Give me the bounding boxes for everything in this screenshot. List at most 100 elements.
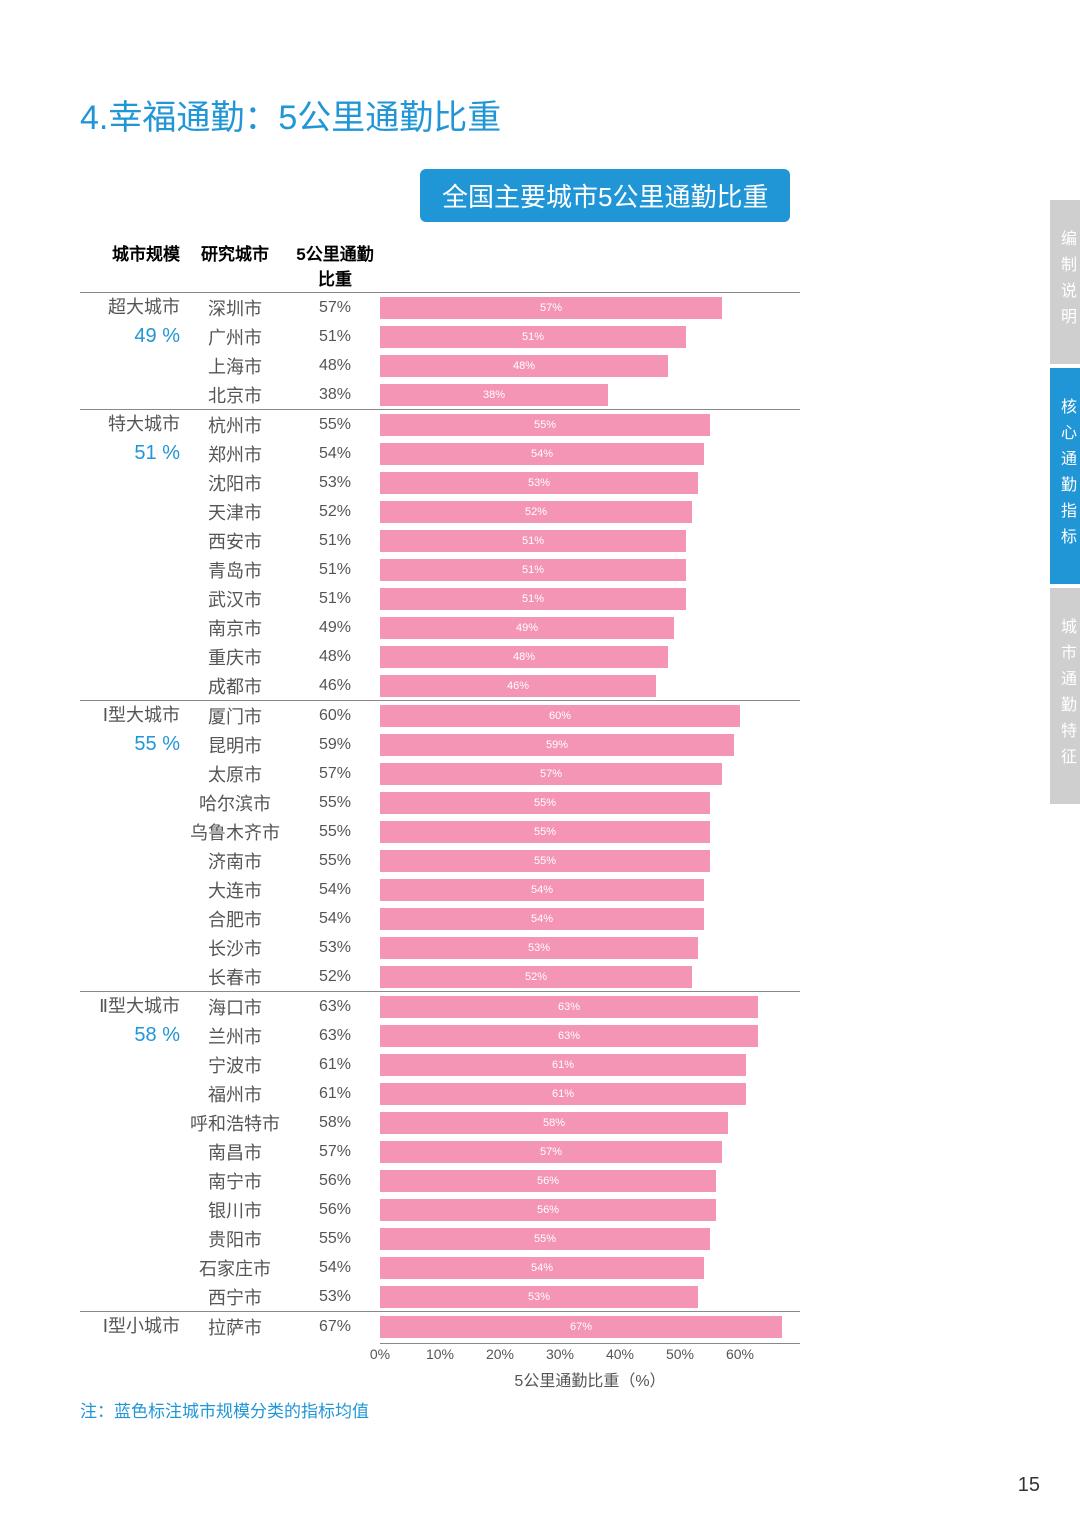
bar: 52% — [380, 501, 692, 523]
bar: 52% — [380, 966, 692, 988]
table-row: 西宁市53%53% — [180, 1282, 800, 1311]
city-name: 厦门市 — [180, 703, 290, 729]
city-name: 大连市 — [180, 877, 290, 903]
city-value: 52% — [290, 968, 380, 986]
bar: 51% — [380, 559, 686, 581]
city-group: 超大城市49 %深圳市57%57%广州市51%51%上海市48%48%北京市38… — [80, 293, 800, 409]
city-name: 沈阳市 — [180, 470, 290, 496]
table-row: 南昌市57%57% — [180, 1137, 800, 1166]
x-tick-label: 20% — [486, 1346, 514, 1362]
table-row: 沈阳市53%53% — [180, 468, 800, 497]
footnote: 注：蓝色标注城市规模分类的指标均值 — [80, 1397, 800, 1422]
group-name: 特大城市 — [80, 412, 180, 437]
table-row: 哈尔滨市55%55% — [180, 788, 800, 817]
bar: 54% — [380, 443, 704, 465]
city-value: 54% — [290, 881, 380, 899]
city-value: 48% — [290, 357, 380, 375]
city-name: 银川市 — [180, 1197, 290, 1223]
bar: 61% — [380, 1083, 746, 1105]
group-name: Ⅰ型小城市 — [80, 1314, 180, 1339]
group-name: 超大城市 — [80, 295, 180, 320]
x-tick-label: 50% — [666, 1346, 694, 1362]
table-row: 成都市46%46% — [180, 671, 800, 700]
side-tab[interactable]: 编制说明 — [1050, 200, 1080, 364]
bar: 60% — [380, 705, 740, 727]
city-name: 太原市 — [180, 761, 290, 787]
city-name: 拉萨市 — [180, 1314, 290, 1340]
city-value: 46% — [290, 677, 380, 695]
city-value: 38% — [290, 386, 380, 404]
city-name: 南京市 — [180, 615, 290, 641]
city-name: 南昌市 — [180, 1139, 290, 1165]
city-name: 长沙市 — [180, 935, 290, 961]
city-value: 53% — [290, 939, 380, 957]
side-tab[interactable]: 核心通勤指标 — [1050, 368, 1080, 584]
bar: 67% — [380, 1316, 782, 1338]
city-value: 51% — [290, 590, 380, 608]
city-name: 哈尔滨市 — [180, 790, 290, 816]
table-row: 重庆市48%48% — [180, 642, 800, 671]
city-name: 海口市 — [180, 994, 290, 1020]
city-value: 51% — [290, 532, 380, 550]
city-value: 57% — [290, 765, 380, 783]
city-value: 63% — [290, 998, 380, 1016]
city-name: 昆明市 — [180, 732, 290, 758]
city-name: 呼和浩特市 — [180, 1110, 290, 1136]
city-value: 53% — [290, 1288, 380, 1306]
city-name: 合肥市 — [180, 906, 290, 932]
x-axis: 0%10%20%30%40%50%60% — [80, 1343, 800, 1363]
city-value: 55% — [290, 823, 380, 841]
group-name: Ⅰ型大城市 — [80, 703, 180, 728]
x-axis-title: 5公里通勤比重（%） — [380, 1367, 800, 1391]
bar: 63% — [380, 1025, 758, 1047]
city-name: 乌鲁木齐市 — [180, 819, 290, 845]
city-value: 60% — [290, 707, 380, 725]
side-tab[interactable]: 城市通勤特征 — [1050, 588, 1080, 804]
table-row: 长沙市53%53% — [180, 933, 800, 962]
bar: 48% — [380, 355, 668, 377]
table-row: 济南市55%55% — [180, 846, 800, 875]
group-average: 55 % — [80, 728, 180, 760]
table-row: 长春市52%52% — [180, 962, 800, 991]
table-row: 杭州市55%55% — [180, 410, 800, 439]
bar: 53% — [380, 472, 698, 494]
bar: 57% — [380, 763, 722, 785]
bar: 53% — [380, 937, 698, 959]
bar: 56% — [380, 1170, 716, 1192]
city-value: 51% — [290, 328, 380, 346]
bar: 55% — [380, 850, 710, 872]
chart: 城市规模 研究城市 5公里通勤比重 超大城市49 %深圳市57%57%广州市51… — [80, 240, 800, 1422]
bar: 51% — [380, 588, 686, 610]
city-name: 武汉市 — [180, 586, 290, 612]
city-value: 58% — [290, 1114, 380, 1132]
table-row: 深圳市57%57% — [180, 293, 800, 322]
bar: 59% — [380, 734, 734, 756]
city-value: 54% — [290, 445, 380, 463]
table-row: 大连市54%54% — [180, 875, 800, 904]
city-value: 55% — [290, 794, 380, 812]
city-value: 54% — [290, 1259, 380, 1277]
table-row: 昆明市59%59% — [180, 730, 800, 759]
city-group: Ⅰ型大城市55 %厦门市60%60%昆明市59%59%太原市57%57%哈尔滨市… — [80, 700, 800, 991]
city-value: 61% — [290, 1056, 380, 1074]
city-value: 54% — [290, 910, 380, 928]
table-row: 海口市63%63% — [180, 992, 800, 1021]
city-name: 兰州市 — [180, 1023, 290, 1049]
bar: 58% — [380, 1112, 728, 1134]
city-value: 55% — [290, 416, 380, 434]
city-name: 杭州市 — [180, 412, 290, 438]
x-tick-label: 60% — [726, 1346, 754, 1362]
bar: 55% — [380, 414, 710, 436]
bar: 63% — [380, 996, 758, 1018]
table-row: 南京市49%49% — [180, 613, 800, 642]
city-value: 61% — [290, 1085, 380, 1103]
bar: 49% — [380, 617, 674, 639]
bar: 55% — [380, 792, 710, 814]
city-value: 48% — [290, 648, 380, 666]
city-value: 53% — [290, 474, 380, 492]
bar: 53% — [380, 1286, 698, 1308]
x-tick-label: 40% — [606, 1346, 634, 1362]
table-row: 郑州市54%54% — [180, 439, 800, 468]
bar: 61% — [380, 1054, 746, 1076]
city-value: 59% — [290, 736, 380, 754]
